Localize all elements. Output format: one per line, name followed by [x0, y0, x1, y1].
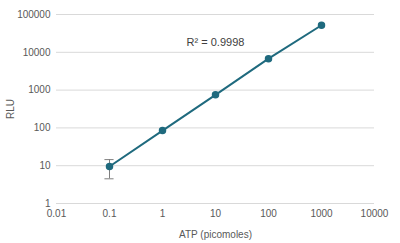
svg-text:0.1: 0.1: [103, 208, 117, 219]
svg-text:R² = 0.9998: R² = 0.9998: [187, 36, 245, 48]
svg-text:1: 1: [44, 197, 51, 209]
svg-text:10000: 10000: [361, 208, 389, 219]
svg-text:10000: 10000: [23, 47, 51, 58]
svg-text:10: 10: [39, 160, 51, 171]
svg-text:0.01: 0.01: [47, 208, 67, 219]
svg-text:100: 100: [34, 122, 51, 133]
svg-text:ATP (picomoles): ATP (picomoles): [179, 229, 252, 240]
svg-text:1: 1: [160, 208, 166, 219]
svg-text:100: 100: [260, 208, 277, 219]
svg-text:1000: 1000: [28, 84, 51, 95]
svg-text:10: 10: [210, 208, 222, 219]
svg-text:1000: 1000: [310, 208, 333, 219]
svg-text:100000: 100000: [17, 9, 51, 20]
svg-text:RLU: RLU: [5, 99, 16, 119]
